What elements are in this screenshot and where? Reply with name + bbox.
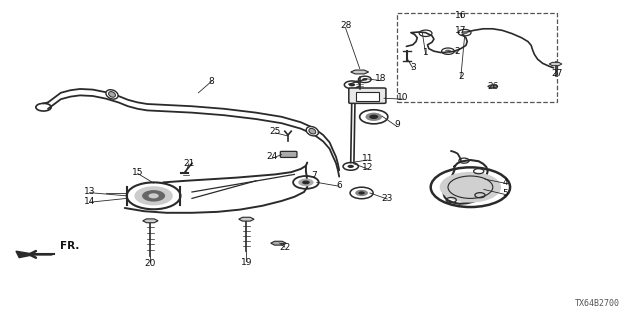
Text: 20: 20: [145, 260, 156, 268]
Circle shape: [445, 50, 451, 53]
Text: 14: 14: [84, 197, 95, 206]
Circle shape: [461, 31, 468, 34]
Circle shape: [365, 113, 382, 121]
Text: TX64B2700: TX64B2700: [575, 299, 620, 308]
Text: 12: 12: [362, 164, 374, 172]
Bar: [397, 13, 557, 102]
Text: 26: 26: [487, 82, 499, 91]
Circle shape: [355, 190, 368, 196]
Text: 4: 4: [503, 178, 508, 187]
Polygon shape: [16, 251, 35, 258]
Text: 6: 6: [337, 181, 342, 190]
Text: 11: 11: [362, 154, 374, 163]
Text: 15: 15: [132, 168, 143, 177]
Polygon shape: [143, 219, 158, 223]
Circle shape: [134, 186, 173, 205]
Text: 7: 7: [311, 172, 316, 180]
Text: 25: 25: [269, 127, 281, 136]
Text: 17: 17: [455, 26, 467, 35]
Polygon shape: [351, 70, 369, 74]
Ellipse shape: [309, 128, 316, 134]
Circle shape: [362, 78, 367, 81]
Text: 9: 9: [394, 120, 399, 129]
Text: FR.: FR.: [60, 241, 79, 251]
Text: 2: 2: [455, 47, 460, 56]
Text: 28: 28: [340, 21, 351, 30]
Circle shape: [358, 191, 365, 195]
Circle shape: [369, 115, 378, 119]
Circle shape: [349, 83, 355, 86]
Text: 21: 21: [183, 159, 195, 168]
Text: 24: 24: [266, 152, 278, 161]
Text: 22: 22: [279, 244, 291, 252]
Circle shape: [298, 179, 314, 186]
FancyBboxPatch shape: [280, 151, 297, 157]
Text: 23: 23: [381, 194, 393, 203]
Text: 19: 19: [241, 258, 252, 267]
Ellipse shape: [106, 90, 118, 99]
Circle shape: [348, 165, 354, 168]
Text: 18: 18: [375, 74, 387, 83]
Polygon shape: [488, 85, 498, 88]
Polygon shape: [549, 62, 562, 66]
Text: 5: 5: [503, 189, 508, 198]
Circle shape: [148, 193, 159, 198]
Polygon shape: [239, 217, 254, 221]
Text: 27: 27: [551, 69, 563, 78]
Ellipse shape: [306, 126, 319, 136]
Text: 3: 3: [410, 63, 415, 72]
Text: 10: 10: [397, 93, 409, 102]
Circle shape: [302, 180, 310, 184]
Circle shape: [440, 172, 501, 203]
Bar: [356, 92, 379, 101]
Polygon shape: [271, 241, 286, 245]
Circle shape: [142, 190, 165, 202]
Ellipse shape: [109, 92, 115, 97]
Text: 13: 13: [84, 188, 95, 196]
FancyBboxPatch shape: [349, 88, 386, 103]
Text: 8: 8: [209, 77, 214, 86]
Text: 1: 1: [423, 48, 428, 57]
Text: 2: 2: [458, 72, 463, 81]
Text: 16: 16: [455, 12, 467, 20]
